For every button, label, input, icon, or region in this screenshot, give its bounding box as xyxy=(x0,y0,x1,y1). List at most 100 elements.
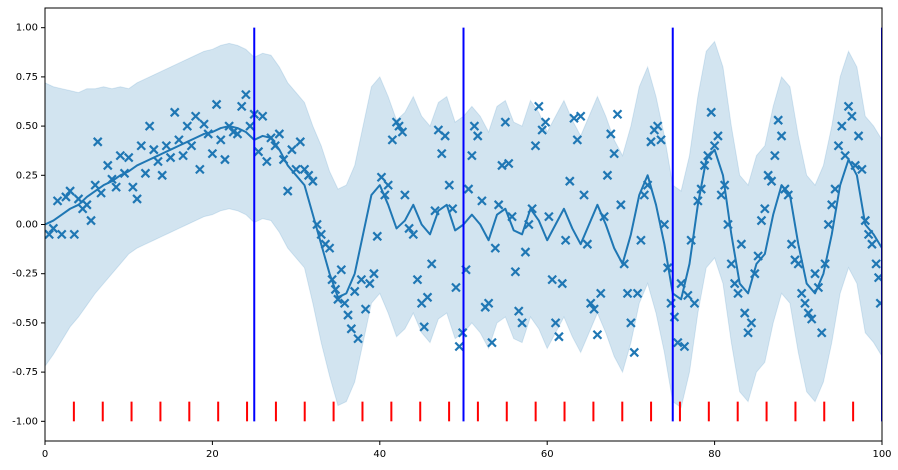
observation xyxy=(467,150,477,161)
observation xyxy=(119,168,130,179)
observation xyxy=(144,121,155,131)
observation xyxy=(810,268,820,279)
observation xyxy=(554,331,564,342)
observation xyxy=(174,135,184,145)
observation xyxy=(140,168,151,179)
observation xyxy=(241,89,251,100)
observation xyxy=(316,229,326,240)
observation xyxy=(753,251,763,261)
observation xyxy=(232,129,243,139)
observation xyxy=(595,288,606,299)
observation xyxy=(178,150,188,161)
observation xyxy=(282,186,293,196)
observation xyxy=(153,156,163,167)
observation xyxy=(517,318,527,328)
y-tick-label: -0.25 xyxy=(12,269,38,280)
observation xyxy=(520,247,531,257)
observation xyxy=(48,223,59,234)
observation xyxy=(65,186,75,196)
observation xyxy=(45,229,54,240)
observation xyxy=(107,174,117,185)
observation xyxy=(729,278,740,289)
observation xyxy=(713,131,723,141)
observation xyxy=(703,150,713,161)
observation xyxy=(161,140,172,151)
observation xyxy=(636,235,646,246)
observation xyxy=(679,341,690,352)
observation xyxy=(592,329,603,340)
observation xyxy=(860,215,871,226)
observation xyxy=(387,135,398,145)
x-tick-label: 0 xyxy=(42,449,48,460)
observation xyxy=(642,180,653,190)
observation xyxy=(850,160,860,171)
observation xyxy=(82,200,92,210)
observation xyxy=(419,322,429,332)
observation xyxy=(123,152,134,163)
y-tick-label: -1.00 xyxy=(12,416,38,427)
observation xyxy=(487,337,497,348)
observation xyxy=(612,109,623,120)
observation xyxy=(619,259,629,269)
observation xyxy=(69,229,80,240)
observation xyxy=(693,196,703,206)
observation xyxy=(796,288,807,299)
observation xyxy=(537,125,547,135)
observation xyxy=(372,231,383,242)
observation xyxy=(585,298,596,309)
observation xyxy=(299,164,310,175)
observation xyxy=(397,127,408,137)
observation xyxy=(356,274,367,285)
observation xyxy=(346,324,357,334)
observation xyxy=(599,211,609,222)
observation xyxy=(380,190,390,200)
observation xyxy=(253,146,264,157)
observation xyxy=(404,223,414,234)
observation xyxy=(287,144,297,155)
observation xyxy=(527,203,537,214)
observation xyxy=(96,188,106,198)
observation xyxy=(760,203,770,214)
observation xyxy=(716,190,727,200)
observation xyxy=(186,140,197,151)
observation xyxy=(616,200,626,210)
observation xyxy=(90,180,100,190)
observation xyxy=(236,101,247,112)
observation xyxy=(672,337,683,348)
observation xyxy=(61,192,71,202)
observation xyxy=(291,164,301,175)
observation xyxy=(408,229,419,240)
observation xyxy=(803,308,814,318)
observation xyxy=(136,140,147,151)
observation xyxy=(211,99,222,110)
observation xyxy=(626,318,636,328)
observation xyxy=(469,121,480,131)
y-tick-label: 0.50 xyxy=(16,121,38,132)
observation xyxy=(157,170,167,181)
observation xyxy=(709,140,720,151)
observation xyxy=(676,278,686,289)
y-tick-label: 0.00 xyxy=(16,220,38,231)
observation xyxy=(364,278,375,289)
observation xyxy=(333,294,343,305)
observation xyxy=(622,288,633,299)
observation xyxy=(56,229,67,240)
observation xyxy=(270,140,280,151)
observation xyxy=(444,180,455,190)
observation xyxy=(773,115,783,125)
observation xyxy=(369,268,379,279)
observation xyxy=(726,259,737,269)
observation xyxy=(477,196,487,206)
observation xyxy=(394,121,404,131)
observation xyxy=(786,239,797,249)
observation xyxy=(451,282,461,293)
observation xyxy=(524,219,534,230)
observation xyxy=(308,176,318,186)
observation xyxy=(52,196,63,206)
observation xyxy=(440,131,450,141)
observation xyxy=(274,129,285,139)
observation xyxy=(266,133,276,143)
plot-area xyxy=(45,27,882,422)
observation xyxy=(783,190,794,200)
observation xyxy=(503,158,514,169)
